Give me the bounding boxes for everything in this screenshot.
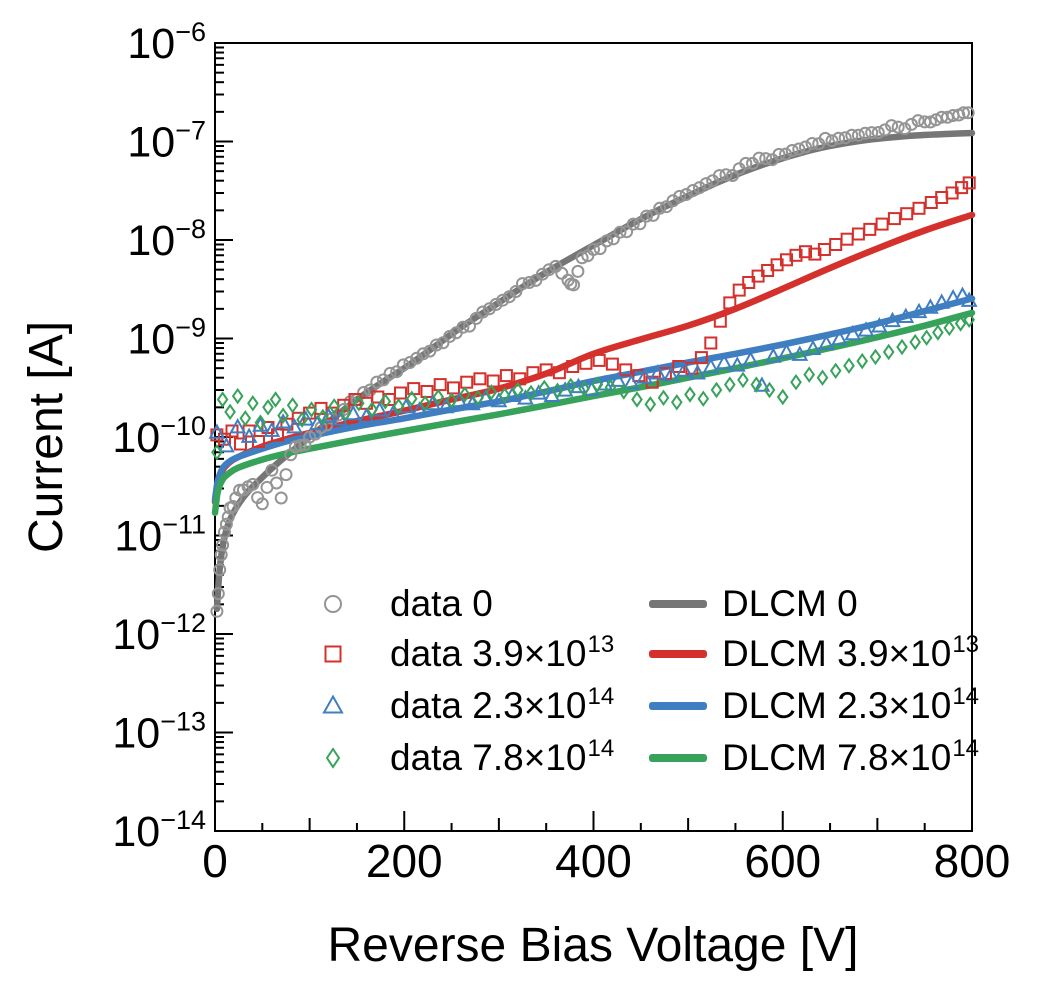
x-axis-ticks [214, 811, 973, 831]
x-tick-label: 800 [934, 835, 1011, 887]
series-markers-data-3.9e13 [210, 176, 976, 451]
x-tick-labels: 0 200 400 600 800 [202, 835, 1010, 887]
series-markers-data-7.8e14 [211, 311, 976, 461]
plot-frame [214, 42, 973, 832]
series-line-dlcm-2.3e14 [211, 295, 976, 504]
y-tick-label: 10−10 [112, 411, 206, 462]
y-tick-label: 10−12 [112, 608, 206, 659]
y-tick-label: 10−11 [114, 510, 206, 561]
x-tick-label: 200 [366, 835, 443, 887]
series-line-dlcm-7.8e14 [211, 309, 976, 517]
x-axis-title: Reverse Bias Voltage [V] [328, 919, 859, 972]
x-tick-label: 400 [555, 835, 632, 887]
plot-layer: 0 200 400 600 80010−610−710−810−910−1010−111… [112, 17, 1010, 887]
y-axis-title: Current [A] [20, 321, 73, 553]
x-tick-label: 0 [202, 835, 228, 887]
y-tick-label: 10−7 [127, 116, 206, 167]
x-tick-label: 600 [744, 835, 821, 887]
series-markers-data-0 [210, 106, 975, 618]
y-tick-label: 10−8 [127, 214, 206, 265]
y-tick-label: 10−14 [112, 805, 206, 856]
series-line-dlcm-0 [213, 129, 976, 613]
y-tick-label: 10−6 [127, 17, 206, 68]
y-tick-label: 10−9 [127, 313, 206, 364]
y-tick-labels: 10−6 10−7 10−8 10−9 10−10 10−11 10−12 10−13 10−1… [112, 17, 206, 856]
y-tick-label: 10−13 [112, 707, 206, 758]
